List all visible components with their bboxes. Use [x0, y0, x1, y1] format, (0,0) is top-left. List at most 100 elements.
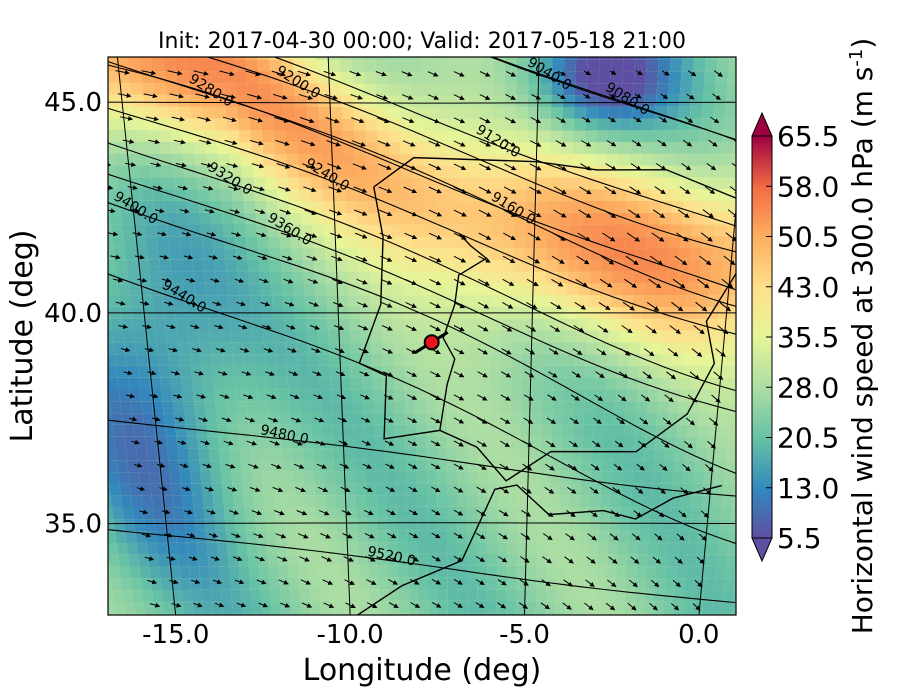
wind-arrow	[301, 602, 313, 608]
field-cell	[72, 271, 84, 283]
field-cell	[528, 518, 539, 531]
field-cell	[446, 95, 459, 108]
wind-arrow	[405, 278, 417, 285]
field-cell	[546, 236, 559, 249]
wind-arrow	[375, 71, 387, 77]
field-cell	[202, 377, 215, 390]
field-cell	[387, 565, 399, 578]
field-cell	[616, 554, 628, 567]
field-cell	[273, 625, 283, 637]
wind-arrow	[380, 255, 393, 262]
field-cell	[713, 578, 725, 591]
field-cell	[293, 471, 304, 484]
field-cell	[640, 495, 652, 508]
field-cell	[469, 118, 482, 131]
wind-arrow	[266, 394, 277, 400]
field-cell	[372, 354, 384, 366]
field-cell	[127, 271, 140, 284]
wind-arrow	[181, 231, 192, 237]
field-cell	[226, 412, 239, 425]
wind-arrow	[531, 70, 542, 77]
field-cell	[284, 130, 298, 143]
field-cell	[239, 295, 251, 307]
field-cell	[414, 295, 426, 308]
contour-line	[108, 419, 736, 497]
field-cell	[416, 459, 427, 472]
field-cell	[418, 600, 429, 613]
field-cell	[633, 601, 645, 614]
field-cell	[70, 342, 82, 354]
field-cell	[607, 542, 619, 555]
wind-arrow	[431, 509, 441, 516]
field-cell	[302, 459, 314, 472]
field-cell	[701, 601, 713, 614]
field-cell	[225, 259, 238, 272]
field-cell	[416, 483, 428, 496]
wind-arrow	[295, 486, 306, 493]
field-cell	[535, 248, 547, 260]
wind-arrow	[144, 556, 155, 561]
field-cell	[287, 177, 300, 190]
field-cell	[422, 57, 435, 61]
field-cell	[790, 35, 803, 47]
wind-arrow	[323, 602, 335, 608]
field-cell	[606, 554, 618, 567]
field-cell	[696, 165, 710, 178]
field-cell	[324, 248, 337, 260]
field-cell	[375, 459, 386, 472]
field-cell	[407, 530, 418, 543]
field-cell	[677, 271, 690, 284]
field-cell	[658, 530, 670, 543]
field-cell	[506, 601, 517, 613]
field-cell	[191, 483, 203, 496]
field-cell	[447, 565, 458, 578]
field-cell	[397, 565, 409, 578]
field-cell	[279, 412, 291, 425]
wind-arrow	[428, 209, 443, 217]
field-cell	[737, 342, 749, 354]
field-cell	[480, 248, 492, 261]
field-cell	[208, 318, 221, 331]
wind-arrow	[430, 463, 441, 470]
field-cell	[76, 390, 88, 402]
field-cell	[318, 95, 331, 108]
wind-arrow	[190, 324, 200, 330]
field-cell	[516, 95, 529, 108]
field-cell	[641, 318, 654, 331]
field-cell	[599, 495, 611, 508]
wind-arrow	[384, 440, 395, 446]
field-cell	[338, 330, 351, 343]
wind-arrow	[231, 533, 241, 538]
field-cell	[190, 365, 203, 378]
field-cell	[237, 412, 249, 425]
field-cell	[564, 625, 574, 637]
field-cell	[266, 212, 279, 225]
field-cell	[377, 530, 388, 543]
field-cell	[191, 248, 204, 260]
field-cell	[457, 518, 468, 531]
field-cell	[614, 589, 626, 602]
field-cell	[587, 59, 600, 72]
field-cell	[646, 57, 659, 60]
field-cell	[93, 437, 105, 449]
field-cell	[142, 413, 155, 425]
field-cell	[151, 495, 163, 508]
field-cell	[264, 165, 277, 178]
field-cell	[457, 565, 468, 578]
field-cell	[112, 507, 124, 520]
field-cell	[749, 95, 762, 107]
field-cell	[396, 506, 408, 519]
meridian-line	[327, 57, 351, 615]
wind-arrow	[363, 509, 374, 516]
field-cell	[116, 460, 129, 473]
field-cell	[487, 506, 499, 519]
field-cell	[621, 295, 633, 307]
field-cell	[307, 354, 319, 366]
field-cell	[112, 424, 125, 437]
field-cell	[610, 495, 621, 508]
field-cell	[349, 589, 360, 602]
wind-arrow	[227, 486, 238, 492]
field-cell	[550, 448, 562, 460]
field-cell	[81, 342, 93, 354]
field-cell	[50, 189, 63, 201]
